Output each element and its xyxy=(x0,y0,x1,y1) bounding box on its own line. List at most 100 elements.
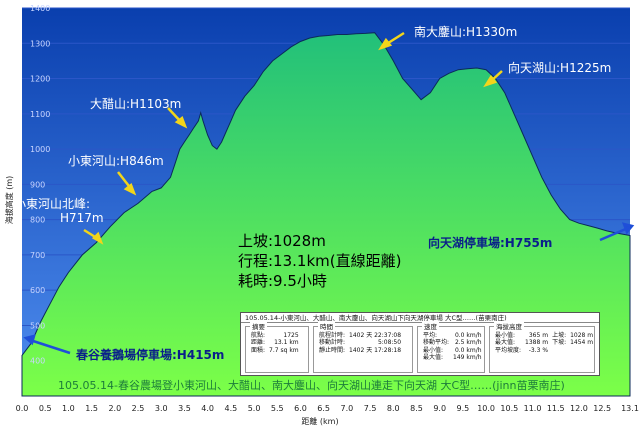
y-axis-label: 海拔高度 (m) xyxy=(4,176,14,225)
y-tick-label: 900 xyxy=(30,180,45,189)
x-tick-label: 12.0 xyxy=(570,404,588,413)
panel-cell: 365 m xyxy=(528,332,549,339)
x-tick-label: 3.0 xyxy=(155,404,168,413)
annotation-peak-p1b: H717m xyxy=(60,211,104,225)
annotation-blue-arrows xyxy=(23,222,635,355)
panel-cell: 航程計時: xyxy=(319,332,346,339)
panel-cell: 移動計時: xyxy=(319,339,346,347)
y-tick-label: 1400 xyxy=(30,4,50,13)
x-tick-label: 13.1 xyxy=(621,404,639,413)
y-tick-label: 1300 xyxy=(30,39,50,48)
summary-time: 耗時:9.5小時 xyxy=(238,272,327,290)
x-tick-label: 4.0 xyxy=(201,404,214,413)
panel-cell: 最小值: xyxy=(495,332,516,339)
panel-cell: 平均: xyxy=(423,332,438,339)
x-tick-label: 2.0 xyxy=(108,404,121,413)
panel-cell: 上坡: xyxy=(552,332,567,339)
panel-cell: 149 km/h xyxy=(453,353,482,361)
panel-cell: 1725 xyxy=(283,332,299,339)
x-tick-label: 6.5 xyxy=(317,404,330,413)
y-tick-label: 1000 xyxy=(30,145,50,154)
annotation-start: 春谷養鵝場停車場:H415m xyxy=(75,347,224,362)
annotation-end: 向天湖停車場:H755m xyxy=(428,235,552,250)
panel-cell: 最大值: xyxy=(423,353,444,361)
summary-ascent: 上坡:1028m xyxy=(238,232,326,250)
panel-group-header: 海拔高度 xyxy=(494,321,524,331)
annotation-peak-p3: 大醋山:H1103m xyxy=(90,96,181,111)
panel-cell: -3.3 % xyxy=(528,346,549,354)
panel-table-elevation: 最小值: 365 m 上坡: 1028 m 最大值: 1388 m 下坡: 1454 m 平… xyxy=(493,332,595,354)
x-tick-label: 6.0 xyxy=(294,404,307,413)
x-tick-label: 12.5 xyxy=(593,404,611,413)
annotation-peak-p5: 向天湖山:H1225m xyxy=(508,60,611,75)
panel-cell xyxy=(550,347,568,354)
y-tick-label: 1200 xyxy=(30,75,50,84)
panel-cell: 7.7 sq km xyxy=(269,346,299,354)
panel-cell: 下坡: xyxy=(552,339,567,347)
x-axis-label: 距離 (km) xyxy=(301,416,338,426)
panel-cell: 5:08:50 xyxy=(377,339,402,347)
x-tick-label: 9.5 xyxy=(457,404,470,413)
panel-cell: 1402 天 22:37:08 xyxy=(349,332,402,339)
y-tick-label: 700 xyxy=(30,251,45,260)
x-tick-label: 9.0 xyxy=(433,404,446,413)
panel-cell: 最大值: xyxy=(495,339,516,347)
panel-cell: 移動平均: xyxy=(423,339,450,347)
panel-table-summary: 航點: 1725 距離: 13.1 km 面積: 7.7 sq km xyxy=(249,332,301,354)
x-tick-label: 2.5 xyxy=(132,404,145,413)
x-tick-label: 5.0 xyxy=(248,404,261,413)
panel-group-time: 時間 航程計時: 1402 天 22:37:08 移動計時: 5:08:50 靜止時… xyxy=(313,321,413,373)
y-tick-label: 800 xyxy=(30,216,45,225)
panel-cell: 0.0 km/h xyxy=(454,332,482,339)
panel-group-header: 摘要 xyxy=(250,321,267,331)
panel-cell: 1388 m xyxy=(525,339,549,347)
y-tick-labels: 400 500 600 700 800 900 1000 1100 1200 1300 1400 xyxy=(30,4,50,366)
x-tick-label: 8.5 xyxy=(410,404,423,413)
summary-route: 行程:13.1km(直線距離) xyxy=(238,252,401,270)
x-tick-label: 0.5 xyxy=(39,404,52,413)
panel-group-summary: 摘要 航點: 1725 距離: 13.1 km 面積: 7.7 sq km xyxy=(245,321,309,373)
panel-cell: 靜止時間: xyxy=(319,346,346,354)
x-tick-label: 4.5 xyxy=(224,404,237,413)
panel-cell: 1454 m xyxy=(570,339,594,347)
x-tick-label: 1.5 xyxy=(85,404,98,413)
annotation-peak-p4: 南大鏖山:H1330m xyxy=(414,24,517,39)
y-tick-label: 500 xyxy=(30,321,45,330)
x-tick-label: 10.0 xyxy=(477,404,495,413)
chart-caption: 105.05.14-春谷農場登小東河山、大醋山、南大鏖山、向天湖山連走下向天湖 … xyxy=(58,378,565,392)
y-tick-label: 600 xyxy=(30,286,45,295)
x-tick-label: 0.0 xyxy=(16,404,29,413)
x-tick-label: 11.5 xyxy=(547,404,565,413)
x-tick-label: 7.5 xyxy=(364,404,377,413)
y-tick-label: 1100 xyxy=(30,110,50,119)
panel-cell: 1028 m xyxy=(570,332,594,339)
x-tick-label: 7.0 xyxy=(341,404,354,413)
annotation-peak-p1: 小東河山北峰: xyxy=(14,197,90,211)
panel-cell: 2.5 km/h xyxy=(454,339,482,347)
panel-title: 105.05.14-小東河山、大醋山、南大鏖山、向天湖山下向天湖停車場 大C型…… xyxy=(241,313,599,323)
elevation-area xyxy=(21,32,631,397)
annotation-arrows xyxy=(83,31,503,245)
annotation-peak-p2: 小東河山:H846m xyxy=(68,154,164,168)
panel-cell: 0.0 km/h xyxy=(454,346,482,354)
x-tick-label: 11.0 xyxy=(524,404,542,413)
y-tick-label: 400 xyxy=(30,357,45,366)
panel-group-elevation: 海拔高度 最小值: 365 m 上坡: 1028 m 最大值: 1388 m 下坡: 145… xyxy=(489,321,595,373)
panel-cell xyxy=(568,347,595,354)
panel-cell: 13.1 km xyxy=(274,339,299,347)
panel-group-header: 速度 xyxy=(422,321,439,331)
x-tick-labels: 0.0 0.5 1.0 1.5 2.0 2.5 3.0 3.5 4.0 4.5 5.0 5.5 6.0 6… xyxy=(16,404,639,413)
panel-cell: 1402 天 17:28:18 xyxy=(349,346,402,354)
track-info-panel: 105.05.14-小東河山、大醋山、南大鏖山、向天湖山下向天湖停車場 大C型…… xyxy=(240,312,600,376)
panel-cell: 最小值: xyxy=(423,346,444,354)
x-tick-label: 8.0 xyxy=(387,404,400,413)
panel-group-speed: 速度 平均: 0.0 km/h 移動平均: 2.5 km/h 最小值: 0.0 km/… xyxy=(417,321,485,373)
panel-cell: 距離: xyxy=(251,339,266,347)
panel-cell: 面積: xyxy=(251,346,266,354)
panel-group-header: 時間 xyxy=(318,321,335,331)
x-tick-label: 1.0 xyxy=(62,404,75,413)
x-tick-label: 10.5 xyxy=(500,404,518,413)
x-tick-label: 3.5 xyxy=(178,404,191,413)
panel-table-time: 航程計時: 1402 天 22:37:08 移動計時: 5:08:50 靜止時間: 1… xyxy=(317,332,403,354)
